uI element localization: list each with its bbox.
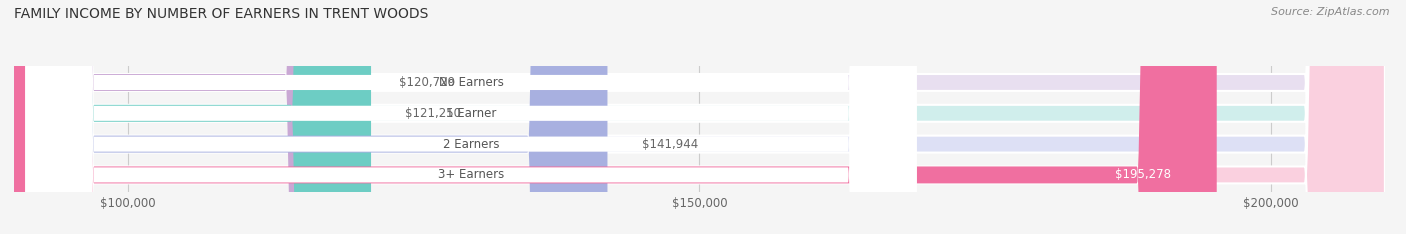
Text: Source: ZipAtlas.com: Source: ZipAtlas.com — [1271, 7, 1389, 17]
Text: 2 Earners: 2 Earners — [443, 138, 499, 151]
Text: FAMILY INCOME BY NUMBER OF EARNERS IN TRENT WOODS: FAMILY INCOME BY NUMBER OF EARNERS IN TR… — [14, 7, 429, 21]
Text: $195,278: $195,278 — [1115, 168, 1171, 181]
FancyBboxPatch shape — [14, 0, 1385, 234]
Text: $121,250: $121,250 — [405, 107, 461, 120]
Text: $141,944: $141,944 — [641, 138, 697, 151]
Text: No Earners: No Earners — [439, 76, 503, 89]
FancyBboxPatch shape — [14, 0, 1216, 234]
FancyBboxPatch shape — [14, 0, 1385, 234]
Text: 3+ Earners: 3+ Earners — [437, 168, 505, 181]
FancyBboxPatch shape — [25, 0, 917, 234]
FancyBboxPatch shape — [14, 0, 366, 234]
FancyBboxPatch shape — [14, 0, 607, 234]
FancyBboxPatch shape — [25, 0, 917, 234]
FancyBboxPatch shape — [25, 0, 917, 234]
Text: 1 Earner: 1 Earner — [446, 107, 496, 120]
FancyBboxPatch shape — [14, 0, 1385, 234]
FancyBboxPatch shape — [14, 0, 371, 234]
FancyBboxPatch shape — [25, 0, 917, 234]
Text: $120,729: $120,729 — [399, 76, 456, 89]
FancyBboxPatch shape — [14, 0, 1385, 234]
